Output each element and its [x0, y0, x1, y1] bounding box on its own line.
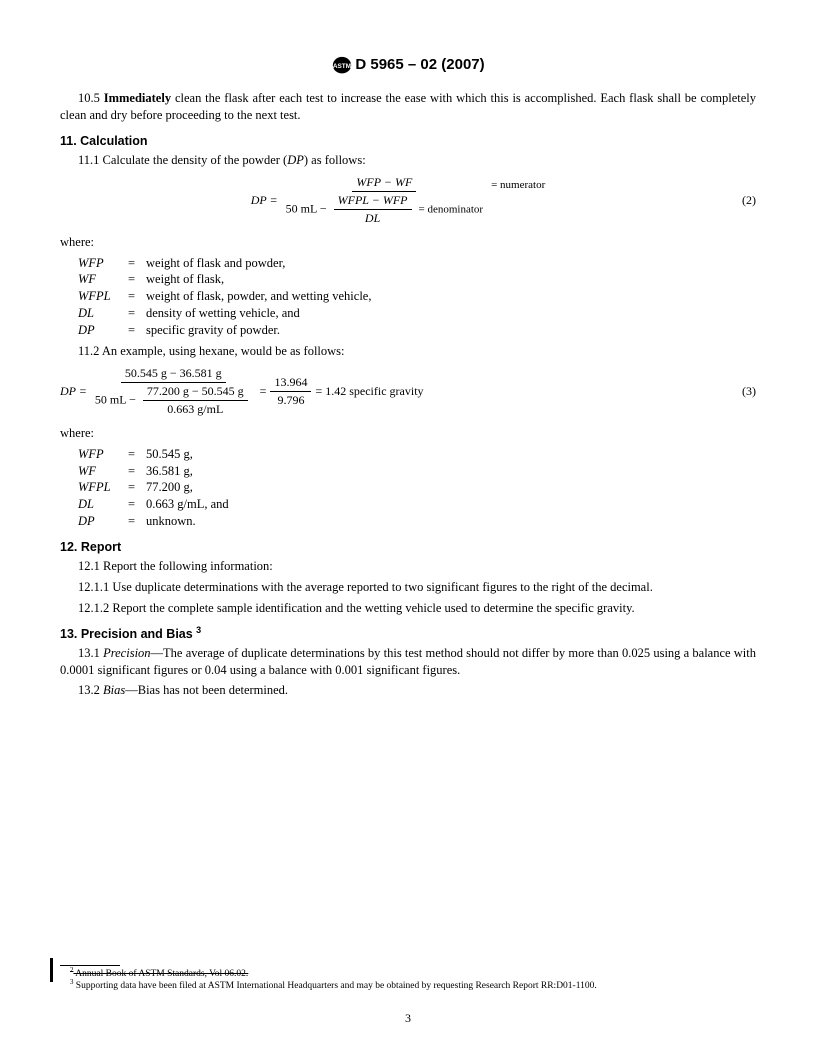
footnote-ref: 3 [196, 625, 201, 635]
where-term: WF [78, 463, 128, 480]
where-def: 50.545 g, [146, 446, 756, 463]
eq-tag-num: = numerator [491, 179, 545, 191]
eq-inner-num: 77.200 g − 50.545 g [143, 384, 248, 401]
section-11-head: 11. Calculation [60, 134, 756, 148]
astm-logo: ASTM [331, 56, 353, 74]
para-10-5: 10.5 Immediately clean the flask after e… [60, 90, 756, 124]
term-dp: DP [287, 153, 304, 167]
para-num: 13.1 [78, 646, 103, 660]
footnote-2: 2 Annual Book of ASTM Standards, Vol 06.… [60, 969, 756, 980]
eq-result: = 1.42 specific gravity [315, 384, 423, 399]
page-header: ASTM D 5965 – 02 (2007) [60, 56, 756, 74]
eq-mid-fraction: 13.964 9.796 [270, 375, 311, 408]
equation-2: DP = WFP − WF 50 mL − WFPL − WFP DL = de… [60, 175, 756, 226]
svg-text:ASTM: ASTM [333, 63, 351, 70]
para-text: —Bias has not been determined. [125, 683, 288, 697]
where-equals: = [128, 288, 146, 305]
eq-den-prefix: 50 mL − [95, 392, 139, 406]
where-def: weight of flask, powder, and wetting veh… [146, 288, 756, 305]
para-13-2: 13.2 Bias—Bias has not been determined. [60, 682, 756, 699]
where-equals: = [128, 463, 146, 480]
where-term: WFP [78, 255, 128, 272]
para-12-1-1: 12.1.1 Use duplicate determinations with… [60, 579, 756, 596]
para-text: 11.1 Calculate the density of the powder… [78, 153, 287, 167]
page-number: 3 [0, 1011, 816, 1026]
where-equals: = [128, 255, 146, 272]
footnote-text: Supporting data have been filed at ASTM … [73, 981, 596, 991]
where-block-1: WFP=weight of flask and powder, WF=weigh… [78, 255, 756, 339]
where-term: WFP [78, 446, 128, 463]
para-text: —The average of duplicate determinations… [60, 646, 756, 677]
eq-lhs: DP = [251, 193, 278, 208]
ital-word: Precision [103, 646, 150, 660]
eq-mid-den: 9.796 [273, 392, 308, 408]
section-13-head: 13. Precision and Bias 3 [60, 627, 756, 641]
where-equals: = [128, 305, 146, 322]
eq-inner-fraction: WFPL − WFP DL [334, 193, 412, 226]
eq-mid-num: 13.964 [270, 375, 311, 392]
footnote-text: Annual Book of ASTM Standards, Vol 06.02… [73, 969, 248, 979]
para-11-1: 11.1 Calculate the density of the powder… [60, 152, 756, 169]
where-term: WFPL [78, 479, 128, 496]
bold-word: Immediately [104, 91, 171, 105]
where-term: DL [78, 496, 128, 513]
eq-num: 50.545 g − 36.581 g [121, 366, 226, 383]
where-term: WF [78, 271, 128, 288]
eq-inner-num: WFPL − WFP [338, 193, 408, 207]
equation-3: DP = 50.545 g − 36.581 g 50 mL − 77.200 … [60, 366, 756, 417]
where-equals: = [128, 479, 146, 496]
where-equals: = [128, 496, 146, 513]
section-12-head: 12. Report [60, 540, 756, 554]
footnote-rule [60, 965, 120, 966]
change-bar [50, 958, 53, 982]
eq-inner-den: 0.663 g/mL [163, 401, 227, 417]
where-term: WFPL [78, 288, 128, 305]
where-def: weight of flask and powder, [146, 255, 756, 272]
where-equals: = [128, 513, 146, 530]
where-def: 0.663 g/mL, and [146, 496, 756, 513]
eq-fraction: 50.545 g − 36.581 g 50 mL − 77.200 g − 5… [91, 366, 256, 417]
where-label-1: where: [60, 234, 756, 251]
eq-inner-den: DL [365, 211, 380, 225]
where-def: 77.200 g, [146, 479, 756, 496]
footnotes: 2 Annual Book of ASTM Standards, Vol 06.… [60, 965, 756, 992]
equation-number: (2) [736, 193, 756, 208]
eq-inner-fraction: 77.200 g − 50.545 g 0.663 g/mL [143, 384, 248, 417]
where-term: DP [78, 513, 128, 530]
para-num: 10.5 [78, 91, 104, 105]
where-def: weight of flask, [146, 271, 756, 288]
where-def: unknown. [146, 513, 756, 530]
para-12-1: 12.1 Report the following information: [60, 558, 756, 575]
where-def: 36.581 g, [146, 463, 756, 480]
para-11-2: 11.2 An example, using hexane, would be … [60, 343, 756, 360]
designation: D 5965 – 02 (2007) [355, 56, 484, 73]
where-equals: = [128, 446, 146, 463]
where-def: specific gravity of powder. [146, 322, 756, 339]
where-equals: = [128, 322, 146, 339]
eq-num: WFP − WF [356, 175, 412, 189]
eq-den-prefix: 50 mL − [286, 201, 330, 215]
where-term: DL [78, 305, 128, 322]
where-equals: = [128, 271, 146, 288]
para-13-1: 13.1 Precision—The average of duplicate … [60, 645, 756, 679]
para-text: ) as follows: [304, 153, 366, 167]
eq-fraction: WFP − WF 50 mL − WFPL − WFP DL = denomin… [282, 175, 487, 226]
eq-lhs: DP = [60, 384, 87, 399]
para-num: 13.2 [78, 683, 103, 697]
section-title: 13. Precision and Bias [60, 627, 196, 641]
ital-word: Bias [103, 683, 125, 697]
where-def: density of wetting vehicle, and [146, 305, 756, 322]
equation-number: (3) [736, 384, 756, 399]
where-block-2: WFP=50.545 g, WF=36.581 g, WFPL=77.200 g… [78, 446, 756, 530]
where-label-2: where: [60, 425, 756, 442]
where-term: DP [78, 322, 128, 339]
footnote-3: 3 Supporting data have been filed at AST… [60, 981, 756, 992]
para-12-1-2: 12.1.2 Report the complete sample identi… [60, 600, 756, 617]
eq-tag-den: = denominator [419, 203, 484, 215]
